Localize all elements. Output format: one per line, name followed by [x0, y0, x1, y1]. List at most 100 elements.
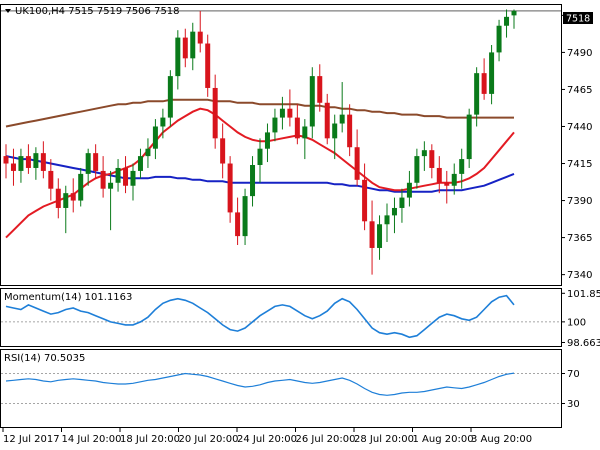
candle — [504, 9, 510, 38]
candle-body — [205, 43, 211, 88]
rsi-line — [5, 372, 515, 396]
y-tick-label: 7490 — [567, 48, 592, 59]
candle-body — [414, 156, 420, 183]
candle — [115, 159, 121, 192]
candle — [339, 82, 345, 133]
candle-body — [175, 37, 181, 77]
candle-body — [63, 193, 69, 208]
candle-body — [391, 207, 397, 216]
candle — [70, 178, 76, 213]
candle-body — [287, 108, 293, 118]
candle — [190, 22, 196, 71]
candle-body — [466, 114, 472, 160]
last-price-label: 7518 — [566, 14, 590, 25]
chart-title: UK100,H4 7515 7519 7506 7518 — [15, 6, 180, 17]
x-tick-label: 14 Jul 20:00 — [62, 434, 122, 445]
candle — [227, 156, 233, 223]
candle-body — [167, 76, 173, 118]
candle — [414, 148, 420, 189]
y-tick-label: 7415 — [567, 159, 592, 170]
candle-body — [257, 148, 263, 165]
candle-body — [235, 212, 241, 237]
candle-body — [459, 159, 465, 174]
candle — [272, 108, 278, 142]
candle — [93, 144, 99, 179]
x-tick-label: 3 Aug 20:00 — [471, 434, 532, 445]
candle-body — [182, 37, 188, 59]
x-tick-label: 1 Aug 20:00 — [413, 434, 474, 445]
candle — [235, 197, 241, 245]
candle-body — [511, 10, 517, 16]
y-tick-label: 7340 — [567, 270, 592, 281]
candle — [369, 200, 375, 275]
candle-body — [160, 117, 166, 127]
candle-body — [496, 25, 502, 53]
candle — [421, 141, 427, 171]
candle-body — [220, 138, 226, 164]
rsi-plot: 70 30 — [1, 369, 580, 410]
candle-body — [324, 102, 330, 139]
candle — [294, 104, 300, 145]
candle — [406, 170, 412, 207]
candle — [242, 188, 248, 245]
candle-body — [55, 188, 61, 208]
candle — [347, 104, 353, 157]
candle-body — [227, 163, 233, 213]
y-tick-label: 7365 — [567, 233, 592, 244]
candle — [130, 163, 136, 201]
candle — [332, 114, 338, 160]
main-panel[interactable] — [0, 4, 562, 286]
candle-body — [339, 114, 345, 124]
candle-body — [451, 173, 457, 186]
candle-body — [145, 148, 151, 157]
candle — [3, 144, 9, 179]
x-tick-label: 28 Jul 20:00 — [354, 434, 414, 445]
candle-body — [242, 196, 248, 237]
rsi-panel[interactable] — [0, 349, 562, 428]
candle — [511, 9, 517, 29]
x-tick-label: 20 Jul 20:00 — [179, 434, 239, 445]
candle — [137, 148, 143, 179]
momentum-tick-label: 100 — [567, 317, 586, 328]
candle-body — [317, 76, 323, 103]
candle-body — [362, 179, 368, 222]
price-axis: 75157490746574407415739073657340 — [561, 11, 592, 281]
candle-body — [444, 182, 450, 186]
candle — [287, 89, 293, 127]
candle-body — [406, 182, 412, 198]
x-tick-label: 12 Jul 2017 — [3, 434, 60, 445]
momentum-tick-label: 98.6633 — [567, 338, 600, 349]
dropdown-arrow-icon[interactable] — [5, 9, 11, 13]
candle — [48, 159, 54, 201]
candle — [40, 141, 46, 179]
momentum-panel[interactable] — [0, 288, 562, 347]
candle — [108, 170, 114, 231]
candle — [212, 74, 218, 149]
candle-body — [130, 170, 136, 186]
candle — [55, 178, 61, 219]
candle — [175, 30, 181, 90]
candle — [167, 70, 173, 127]
candle-body — [294, 117, 300, 139]
candle — [152, 119, 158, 160]
candle — [160, 108, 166, 139]
candle — [436, 156, 442, 194]
candle-body — [3, 156, 9, 164]
candle — [10, 148, 16, 186]
candle — [257, 138, 263, 183]
candle-body — [108, 182, 114, 189]
candle-body — [152, 126, 158, 149]
candle — [25, 144, 31, 174]
candle — [205, 34, 211, 97]
momentum-title: Momentum(14) 101.1163 — [4, 292, 132, 303]
candle-body — [10, 163, 16, 171]
candle-body — [40, 153, 46, 171]
rsi-tick-label: 30 — [567, 399, 580, 410]
last-price-badge — [563, 12, 593, 24]
x-tick-label: 24 Jul 20:00 — [237, 434, 297, 445]
candle-body — [332, 123, 338, 139]
candle — [489, 45, 495, 105]
candle-body — [272, 117, 278, 133]
candle-body — [137, 156, 143, 171]
